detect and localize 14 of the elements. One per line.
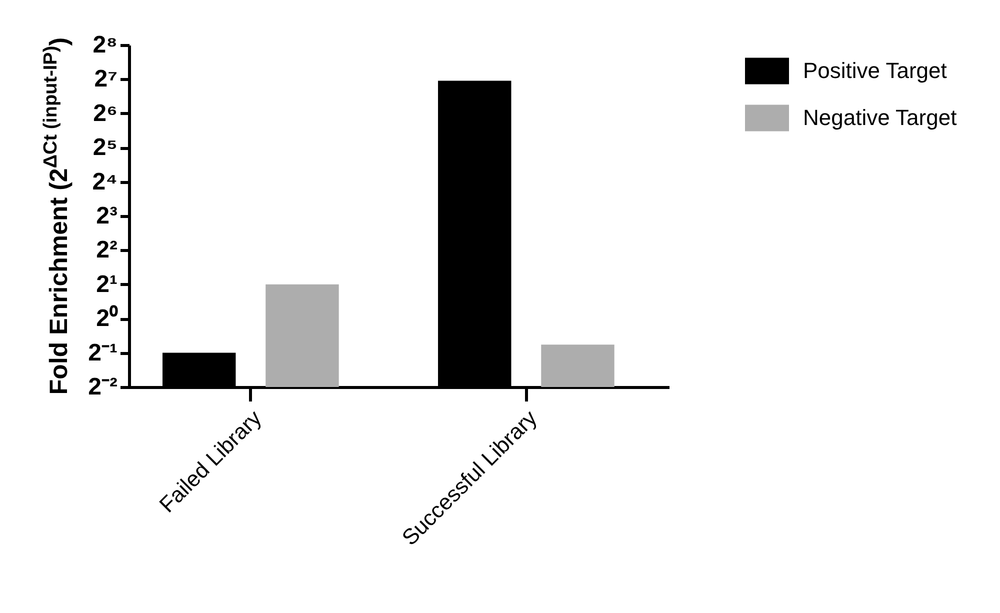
y-tick-label: 2⁶ (93, 100, 118, 127)
y-tick-label: 2⁷ (94, 66, 118, 93)
y-tick-label: 2⁻¹ (88, 339, 118, 366)
y-tick-label: 2⁴ (92, 168, 118, 196)
y-tick-label: 2³ (96, 202, 118, 230)
y-tick-label: 2² (96, 236, 118, 264)
y-tick-label: 2⁵ (92, 134, 118, 162)
y-tick-label: 2⁻² (88, 374, 118, 400)
legend-label: Positive Target (803, 58, 947, 83)
y-tick-label: 2¹ (96, 270, 118, 298)
y-axis-title: Fold Enrichment (2ΔCt (input-IP)) (40, 37, 73, 395)
legend-label: Negative Target (803, 105, 957, 130)
y-tick-label: 2⁰ (96, 305, 118, 332)
y-tick-label: 2⁸ (92, 32, 118, 58)
